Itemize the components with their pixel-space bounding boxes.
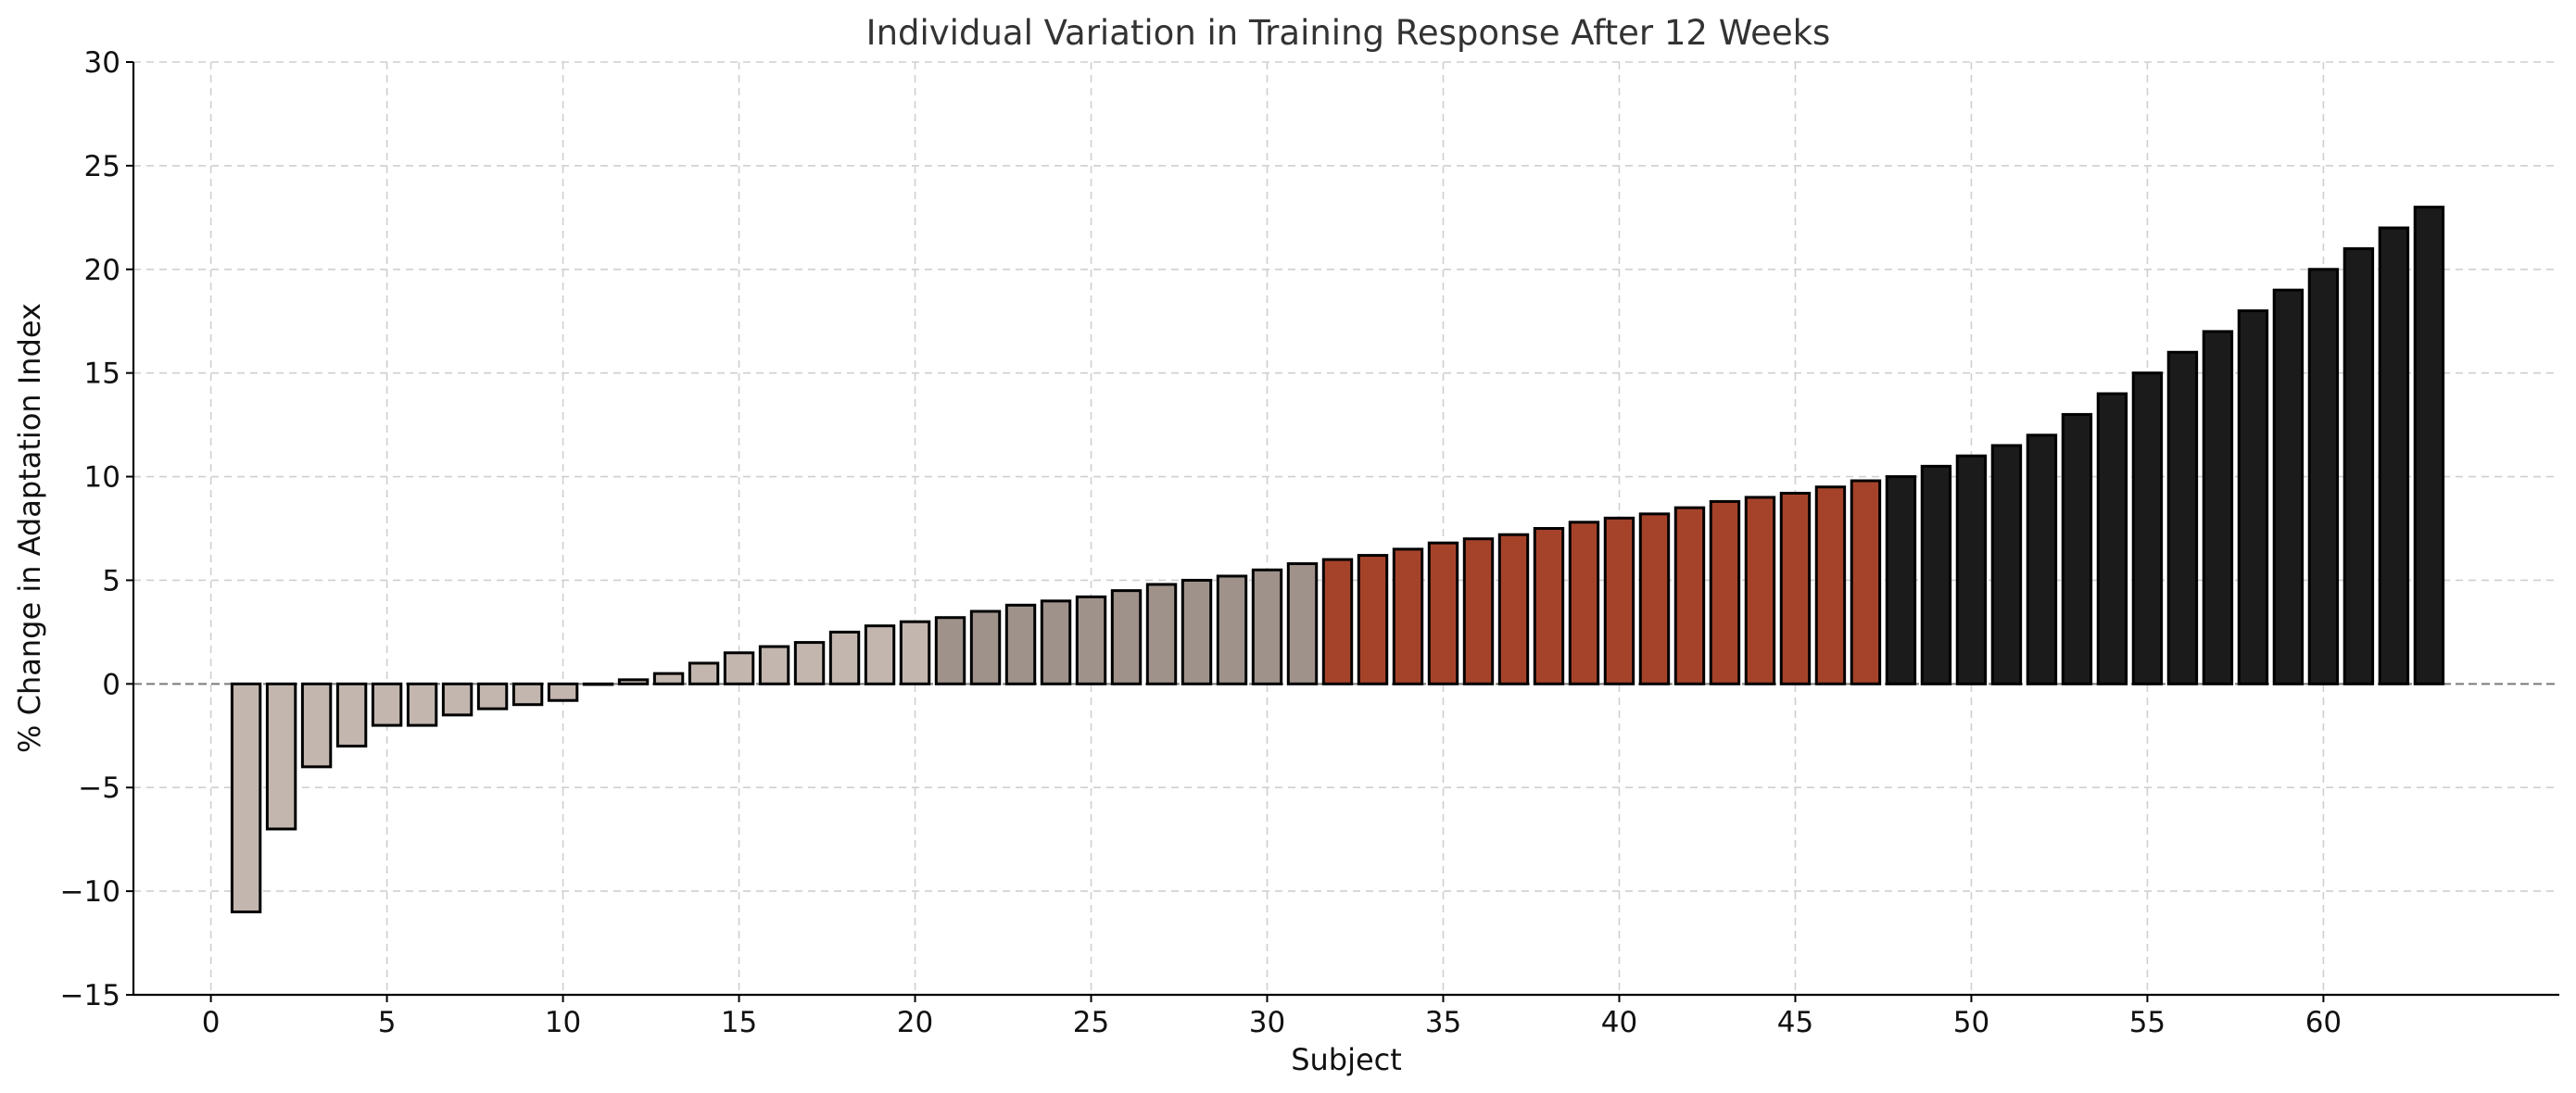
x-axis-label: Subject [1291,1042,1402,1077]
bar-subject-44 [1744,496,1776,685]
bar-subject-15 [723,651,755,685]
bar-subject-47 [1850,479,1882,685]
bar-subject-48 [1885,475,1917,685]
x-tick-label: 10 [545,1006,581,1039]
bar-subject-24 [1040,599,1072,685]
y-axis-ticks: −15 −10 −5 0 5 10 15 20 25 30 [60,46,133,1012]
y-tick-label: −15 [60,979,120,1012]
bar-subject-62 [2378,226,2410,685]
bar-subject-60 [2307,268,2340,685]
y-tick-label: 10 [84,461,120,495]
y-tick-label: 0 [102,668,120,701]
bar-subject-18 [828,630,861,685]
bar-subject-30 [1251,568,1283,685]
x-tick-label: 15 [721,1006,757,1039]
bar-subject-40 [1603,516,1635,685]
bar-subject-4 [335,682,368,748]
bar-subject-13 [652,672,685,685]
x-tick-label: 60 [2305,1006,2342,1039]
bar-subject-16 [758,645,790,685]
bar-subject-35 [1427,541,1459,685]
bar-subject-41 [1638,512,1671,685]
x-tick-label: 35 [1425,1006,1461,1039]
bar-subject-32 [1321,558,1354,685]
bar-subject-9 [511,682,544,707]
bar-subject-31 [1286,562,1319,685]
x-tick-label: 50 [1953,1006,1989,1039]
bar-subject-46 [1814,485,1847,685]
bar-subject-50 [1955,454,1988,685]
y-tick-label: 30 [84,46,120,80]
bars-layer [230,206,2445,913]
y-tick-label: 15 [84,358,120,391]
bar-subject-6 [406,682,438,727]
bar-subject-10 [547,682,579,702]
bar-subject-42 [1673,506,1706,685]
x-tick-label: 0 [202,1006,221,1039]
x-tick-label: 25 [1073,1006,1109,1039]
x-tick-label: 5 [378,1006,397,1039]
bar-subject-25 [1075,595,1107,685]
chart-title: Individual Variation in Training Respons… [866,13,1831,53]
bar-subject-14 [688,661,720,685]
bar-subject-53 [2061,412,2093,685]
bar-subject-3 [300,682,333,769]
bar-subject-57 [2202,330,2234,685]
bar-subject-22 [969,609,1002,685]
bar-subject-21 [934,616,966,685]
bar-subject-5 [371,682,403,727]
bar-subject-55 [2131,371,2164,685]
bar-subject-23 [1004,603,1037,685]
bar-subject-56 [2166,350,2199,685]
x-tick-label: 45 [1777,1006,1813,1039]
bar-subject-27 [1145,583,1178,685]
bar-subject-51 [1990,444,2023,685]
bar-subject-59 [2272,288,2305,685]
bar-subject-19 [864,624,896,685]
bar-subject-43 [1709,499,1741,685]
bar-subject-38 [1533,527,1565,685]
bar-subject-20 [899,620,931,685]
y-tick-label: 20 [84,254,120,287]
bar-subject-39 [1568,521,1600,685]
y-tick-label: 5 [102,564,120,597]
bar-subject-1 [230,682,262,913]
bar-subject-49 [1920,464,1952,685]
bar-subject-33 [1357,554,1389,685]
y-tick-label: −5 [78,772,120,805]
bar-subject-11 [582,682,614,686]
bar-subject-12 [617,678,650,685]
x-tick-label: 20 [897,1006,933,1039]
bar-subject-58 [2237,309,2269,685]
bar-subject-54 [2096,392,2128,685]
bar-subject-36 [1462,537,1495,685]
bar-subject-8 [476,682,509,710]
bar-subject-63 [2413,206,2445,685]
x-tick-label: 55 [2129,1006,2166,1039]
bar-subject-52 [2026,433,2058,685]
x-axis-ticks: 0 5 10 15 20 25 30 35 40 45 50 55 60 [202,995,2342,1039]
y-tick-label: 25 [84,150,120,183]
bar-subject-2 [265,682,297,831]
y-tick-label: −10 [60,875,120,909]
bar-subject-7 [441,682,474,717]
bar-subject-29 [1216,574,1248,685]
x-tick-label: 40 [1601,1006,1637,1039]
bar-subject-34 [1392,547,1424,685]
bar-subject-17 [793,641,826,685]
bar-subject-45 [1779,491,1812,685]
bar-subject-61 [2342,246,2375,685]
x-tick-label: 30 [1249,1006,1285,1039]
bar-subject-28 [1181,578,1213,685]
y-axis-label: % Change in Adaptation Index [12,303,47,753]
bar-subject-26 [1110,589,1143,685]
bar-subject-37 [1497,533,1530,685]
